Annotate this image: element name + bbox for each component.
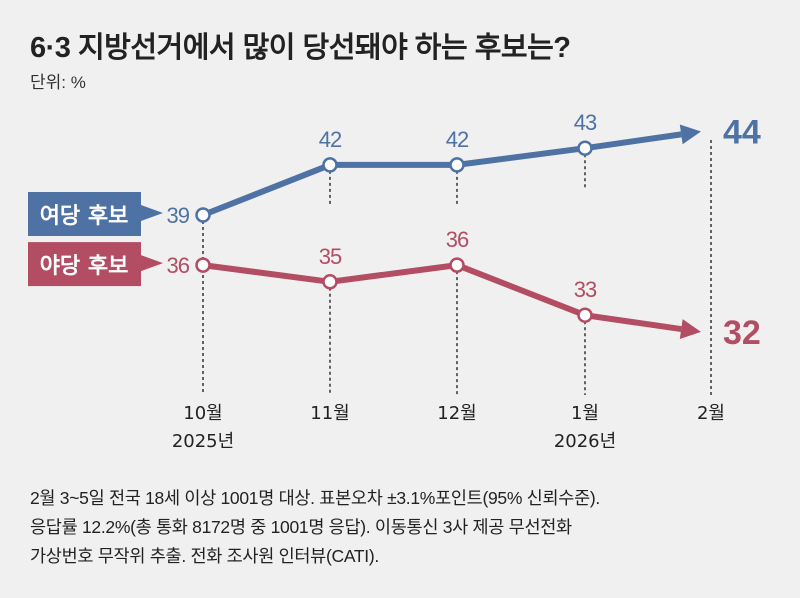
data-label: 42 xyxy=(446,127,469,152)
data-label: 39 xyxy=(167,203,190,228)
data-label: 42 xyxy=(319,127,342,152)
arrow-head xyxy=(679,319,701,339)
year-label: 2025년 xyxy=(172,431,234,452)
footnote: 2월 3~5일 전국 18세 이상 1001명 대상. 표본오차 ±3.1%포인… xyxy=(30,484,600,571)
line-chart: 39 42 42 43 44 여당 후보 36 35 36 33 32 야당 후보 10월 2025년 11… xyxy=(28,110,761,452)
unit-label: 단위: % xyxy=(30,73,86,92)
year-label: 2026년 xyxy=(554,431,616,452)
footnote-line: 응답률 12.2%(총 통화 8172명 중 1001명 응답). 이동통신 3… xyxy=(30,517,572,537)
footnote-line: 가상번호 무작위 추출. 전화 조사원 인터뷰(CATI). xyxy=(30,546,379,566)
data-label-latest: 32 xyxy=(723,314,761,352)
data-label: 36 xyxy=(167,253,190,278)
legend-box xyxy=(28,192,141,236)
legend-label: 야당 후보 xyxy=(40,254,129,279)
data-label: 43 xyxy=(574,110,597,135)
series-line xyxy=(201,131,682,218)
data-point xyxy=(322,157,338,173)
data-point xyxy=(449,257,465,273)
data-label: 35 xyxy=(319,244,342,269)
x-tick-label: 12월 xyxy=(437,403,476,424)
data-point xyxy=(322,274,338,290)
chart-title: 6·3 지방선거에서 많이 당선돼야 하는 후보는? xyxy=(30,32,571,64)
data-point xyxy=(195,257,211,273)
x-tick-label: 10월 xyxy=(183,403,222,424)
data-label-latest: 44 xyxy=(723,114,761,152)
x-tick-label: 11월 xyxy=(310,403,349,424)
legend-pointer xyxy=(141,205,163,221)
data-point xyxy=(577,140,593,156)
data-label: 36 xyxy=(446,227,469,252)
data-label: 33 xyxy=(574,277,597,302)
series-line xyxy=(202,262,682,333)
legend-label: 여당 후보 xyxy=(40,204,129,229)
footnote-line: 2월 3~5일 전국 18세 이상 1001명 대상. 표본오차 ±3.1%포인… xyxy=(30,488,600,508)
x-tick-label: 1월 xyxy=(571,403,599,424)
data-point xyxy=(449,157,465,173)
data-point xyxy=(195,207,211,223)
legend-pointer xyxy=(141,255,163,272)
arrow-head xyxy=(679,124,701,145)
legend-box xyxy=(28,242,141,287)
x-tick-label: 2월 xyxy=(697,403,725,424)
data-point xyxy=(577,307,593,323)
